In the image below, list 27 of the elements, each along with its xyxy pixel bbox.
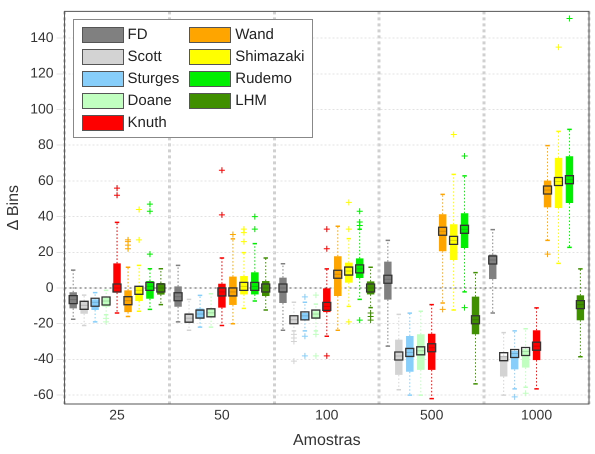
x-tick-label: 100 xyxy=(315,406,339,422)
legend-label: Shimazaki xyxy=(235,48,304,66)
y-tick-label: -40 xyxy=(33,350,54,366)
y-tick-label: 0 xyxy=(46,278,54,295)
legend-label: Wand xyxy=(235,26,274,44)
legend-label: FD xyxy=(128,26,148,44)
y-tick-label: 60 xyxy=(38,172,54,188)
x-tick-label: 50 xyxy=(214,406,230,422)
y-axis-title: Δ Bins xyxy=(5,185,22,230)
x-tick-label: 25 xyxy=(109,406,125,422)
y-tick-label: -60 xyxy=(33,386,54,402)
y-tick-label: 80 xyxy=(38,136,54,152)
x-axis-title: Amostras xyxy=(292,432,361,449)
y-tick-label: 100 xyxy=(30,100,54,116)
legend-label: Rudemo xyxy=(235,70,292,88)
legend-label: Scott xyxy=(128,48,162,66)
legend-label: LHM xyxy=(235,92,267,110)
legend-label: Sturges xyxy=(128,70,180,88)
y-tick-label: 140 xyxy=(30,29,54,46)
legend-label: Knuth xyxy=(128,114,167,132)
y-tick-label: 20 xyxy=(38,243,54,260)
y-tick-label: -20 xyxy=(33,314,54,331)
legend-label: Doane xyxy=(128,92,172,110)
x-tick-label: 500 xyxy=(420,406,444,422)
y-tick-label: 120 xyxy=(30,64,54,81)
y-tick-label: 40 xyxy=(38,207,54,224)
x-tick-label: 1000 xyxy=(520,406,552,422)
